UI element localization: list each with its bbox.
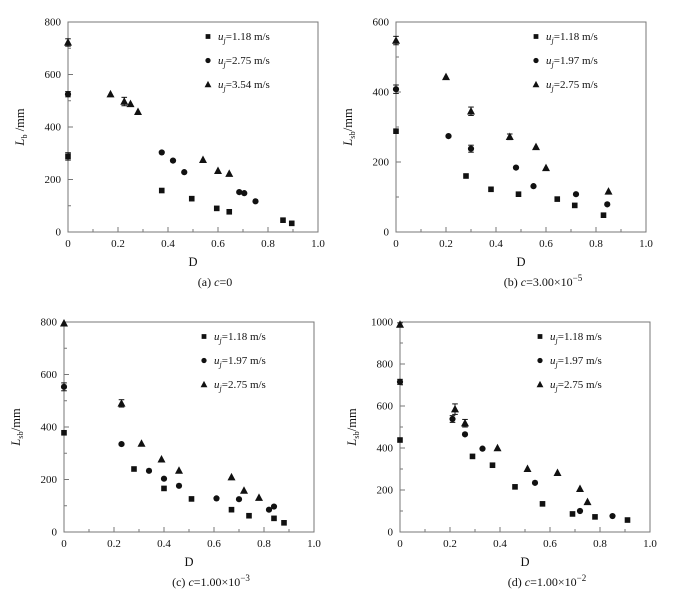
panel-b-caption: (b) c=3.00×10−5 — [338, 273, 673, 290]
caption-prefix: (a) — [197, 275, 215, 289]
svg-text:uj=2.75 m/s: uj=2.75 m/s — [546, 79, 598, 93]
scatter-plot-a: 0 0.2 0.4 0.6 0.8 1.0 0 200 400 600 800 uj=1.18 m/s… — [13, 17, 325, 269]
svg-text:0.8: 0.8 — [261, 238, 275, 250]
svg-text:400: 400 — [45, 122, 62, 134]
svg-text:0.2: 0.2 — [439, 238, 453, 250]
caption-equation: =1.00×10 — [530, 575, 577, 589]
svg-text:0: 0 — [61, 538, 67, 550]
panel-d: 0 0.2 0.4 0.6 0.8 1.0 0 200 400 600 800 1000 uj=1.18… — [336, 300, 673, 600]
svg-text:0: 0 — [56, 227, 62, 239]
svg-text:1.0: 1.0 — [643, 538, 657, 550]
svg-text:800: 800 — [377, 359, 394, 371]
svg-text:0.4: 0.4 — [161, 238, 175, 250]
svg-text:uj=3.54 m/s: uj=3.54 m/s — [218, 79, 270, 93]
svg-text:600: 600 — [373, 17, 390, 29]
svg-text:uj=1.97 m/s: uj=1.97 m/s — [550, 355, 602, 369]
svg-text:0.2: 0.2 — [111, 238, 125, 250]
caption-variable: c — [188, 575, 194, 589]
scatter-plot-c: 0 0.2 0.4 0.6 0.8 1.0 0 200 400 600 800 uj=1.18 m/s… — [9, 317, 321, 569]
svg-text:600: 600 — [45, 69, 62, 81]
panel-a: 0 0.2 0.4 0.6 0.8 1.0 0 200 400 600 800 uj=1.18 m/s… — [0, 0, 336, 300]
svg-text:0.2: 0.2 — [443, 538, 457, 550]
svg-text:600: 600 — [41, 369, 58, 381]
caption-prefix: (c) — [172, 575, 189, 589]
svg-text:400: 400 — [41, 422, 58, 434]
svg-text:uj=2.75 m/s: uj=2.75 m/s — [218, 55, 270, 69]
caption-exponent: −3 — [240, 573, 250, 583]
svg-text:0.4: 0.4 — [489, 238, 503, 250]
caption-exponent: −5 — [572, 273, 583, 283]
svg-text:0.6: 0.6 — [211, 238, 225, 250]
svg-text:0: 0 — [397, 538, 403, 550]
caption-variable: c — [214, 275, 220, 289]
svg-text:Lsb/mm: Lsb/mm — [9, 408, 25, 447]
svg-text:1.0: 1.0 — [311, 238, 325, 250]
svg-text:Lb /mm: Lb /mm — [13, 108, 29, 147]
svg-text:0: 0 — [384, 227, 390, 239]
svg-text:800: 800 — [41, 317, 58, 329]
svg-text:0.8: 0.8 — [589, 238, 603, 250]
caption-equation: =0 — [219, 275, 233, 289]
svg-text:400: 400 — [377, 443, 394, 455]
caption-variable: c — [524, 575, 531, 589]
svg-text:0.4: 0.4 — [157, 538, 171, 550]
svg-text:uj=2.75 m/s: uj=2.75 m/s — [550, 379, 602, 393]
svg-text:800: 800 — [45, 17, 62, 29]
caption-prefix: (b) — [503, 275, 521, 289]
svg-text:1.0: 1.0 — [639, 238, 653, 250]
svg-text:0.6: 0.6 — [207, 538, 221, 550]
svg-text:400: 400 — [373, 87, 390, 99]
svg-text:D: D — [520, 555, 529, 568]
svg-text:uj=1.18 m/s: uj=1.18 m/s — [218, 31, 270, 45]
caption-prefix: (d) — [507, 575, 525, 589]
svg-text:200: 200 — [41, 474, 58, 486]
svg-text:0.2: 0.2 — [107, 538, 121, 550]
panel-d-caption: (d) c=1.00×10−2 — [342, 573, 673, 590]
svg-text:1000: 1000 — [371, 317, 394, 329]
svg-text:1.0: 1.0 — [307, 538, 321, 550]
panel-c: 0 0.2 0.4 0.6 0.8 1.0 0 200 400 600 800 uj=1.18 m/s… — [0, 300, 336, 600]
svg-text:0.8: 0.8 — [257, 538, 271, 550]
svg-text:Lsb/mm: Lsb/mm — [341, 108, 357, 147]
caption-equation: =3.00×10 — [526, 275, 573, 289]
svg-text:0: 0 — [52, 527, 58, 539]
svg-text:200: 200 — [373, 157, 390, 169]
svg-text:200: 200 — [377, 485, 394, 497]
svg-text:Lsb/mm: Lsb/mm — [345, 408, 361, 447]
svg-text:0: 0 — [393, 238, 399, 250]
svg-text:0.6: 0.6 — [539, 238, 553, 250]
svg-text:0.8: 0.8 — [593, 538, 607, 550]
svg-text:0.4: 0.4 — [493, 538, 507, 550]
svg-text:0: 0 — [65, 238, 71, 250]
svg-text:D: D — [184, 555, 193, 568]
scatter-plot-d: 0 0.2 0.4 0.6 0.8 1.0 0 200 400 600 800 1000 uj=1.18… — [345, 317, 657, 569]
svg-text:200: 200 — [45, 174, 62, 186]
svg-text:600: 600 — [377, 401, 394, 413]
panel-a-caption: (a) c=0 — [10, 273, 376, 290]
svg-text:0: 0 — [388, 527, 394, 539]
caption-exponent: −2 — [576, 573, 587, 583]
svg-text:0.6: 0.6 — [543, 538, 557, 550]
scatter-plot-b: 0 0.2 0.4 0.6 0.8 1.0 0 200 400 600 uj=1.18 m/s uj=… — [341, 17, 653, 269]
svg-text:D: D — [188, 255, 197, 268]
panel-c-caption: (c) c=1.00×10−3 — [6, 573, 372, 590]
svg-text:uj=1.97 m/s: uj=1.97 m/s — [546, 55, 598, 69]
svg-text:uj=1.97 m/s: uj=1.97 m/s — [214, 355, 266, 369]
svg-text:uj=1.18 m/s: uj=1.18 m/s — [214, 331, 266, 345]
caption-equation: =1.00×10 — [193, 575, 241, 589]
svg-text:uj=1.18 m/s: uj=1.18 m/s — [550, 331, 602, 345]
svg-text:uj=1.18 m/s: uj=1.18 m/s — [546, 31, 598, 45]
svg-text:D: D — [516, 255, 525, 268]
caption-variable: c — [520, 275, 527, 289]
panel-b: 0 0.2 0.4 0.6 0.8 1.0 0 200 400 600 uj=1.18 m/s uj=… — [336, 0, 673, 300]
svg-text:uj=2.75 m/s: uj=2.75 m/s — [214, 379, 266, 393]
